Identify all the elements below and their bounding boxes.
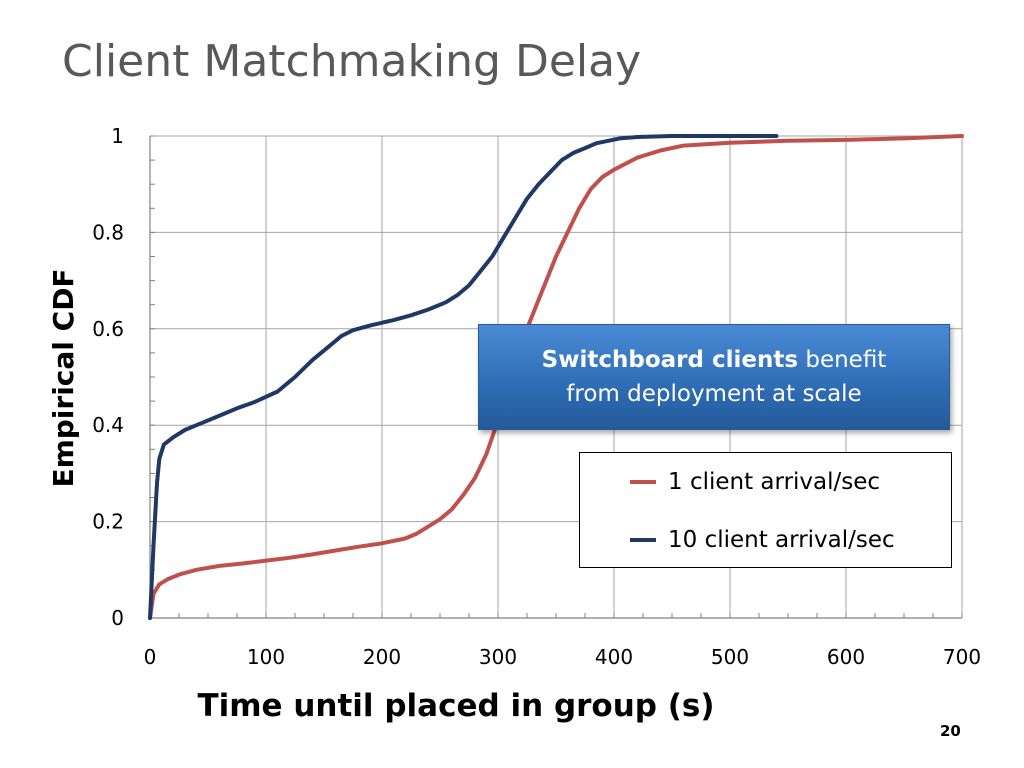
legend-swatch-1 — [630, 480, 656, 484]
y-axis-title: Empirical CDF — [47, 268, 80, 487]
series-line-1 — [148, 134, 964, 620]
x-axis-title: Time until placed in group (s) — [197, 688, 714, 724]
x-tick-label: 400 — [595, 645, 633, 669]
page-number: 20 — [940, 722, 961, 740]
series-line-2 — [148, 134, 779, 620]
callout-bold-text: Switchboard clients — [541, 347, 799, 373]
callout-text-1: benefit — [798, 347, 887, 373]
x-tick-label: 200 — [363, 645, 401, 669]
y-tick-label: 0.8 — [92, 220, 124, 244]
legend-swatch-2 — [630, 538, 656, 542]
y-tick-label: 0.6 — [92, 317, 124, 341]
y-tick-label: 0.4 — [92, 413, 124, 437]
x-tick-label: 100 — [247, 645, 285, 669]
legend-item-1: 1 client arrival/sec — [630, 467, 880, 497]
callout-text-2: from deployment at scale — [566, 381, 862, 407]
legend-label-2: 10 client arrival/sec — [668, 527, 895, 553]
callout-line-1: Switchboard clients benefit — [479, 343, 949, 377]
y-tick-label: 0 — [111, 606, 124, 630]
x-tick-label: 600 — [827, 645, 865, 669]
x-tick-label: 300 — [479, 645, 517, 669]
x-tick-label: 700 — [943, 645, 981, 669]
legend-item-2: 10 client arrival/sec — [630, 525, 895, 555]
callout-box: Switchboard clients benefit from deploym… — [478, 324, 950, 430]
slide-title: Client Matchmaking Delay — [62, 36, 642, 87]
chart-legend: 1 client arrival/sec 10 client arrival/s… — [579, 452, 952, 568]
y-tick-label: 1 — [111, 124, 124, 148]
x-tick-label: 0 — [144, 645, 157, 669]
x-tick-label: 500 — [711, 645, 749, 669]
legend-label-1: 1 client arrival/sec — [668, 469, 881, 495]
y-tick-label: 0.2 — [92, 510, 124, 534]
